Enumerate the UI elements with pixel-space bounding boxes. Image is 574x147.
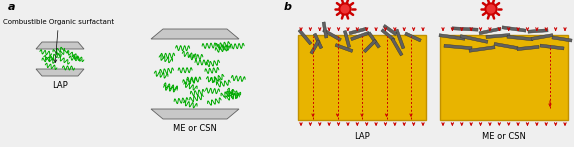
Polygon shape (507, 35, 533, 41)
Polygon shape (335, 44, 353, 52)
Polygon shape (381, 29, 395, 41)
Polygon shape (151, 109, 239, 119)
Polygon shape (528, 29, 548, 33)
Polygon shape (323, 29, 342, 41)
Polygon shape (405, 32, 421, 42)
Circle shape (341, 5, 349, 13)
Text: ME or CSN: ME or CSN (173, 124, 217, 133)
Text: LAP: LAP (354, 132, 370, 141)
Polygon shape (36, 42, 84, 49)
Polygon shape (494, 42, 518, 50)
Polygon shape (349, 27, 367, 35)
Polygon shape (531, 34, 553, 40)
Polygon shape (479, 27, 501, 35)
Polygon shape (367, 32, 381, 48)
Polygon shape (151, 29, 239, 39)
Text: Combustible Organic surfactant: Combustible Organic surfactant (3, 19, 114, 62)
Polygon shape (395, 29, 405, 49)
Polygon shape (36, 69, 84, 76)
Polygon shape (486, 34, 510, 39)
Polygon shape (313, 33, 323, 49)
Polygon shape (469, 46, 495, 52)
Bar (298, 35, 426, 120)
Polygon shape (452, 27, 478, 31)
Polygon shape (383, 24, 397, 36)
Circle shape (339, 3, 351, 15)
Polygon shape (310, 40, 320, 54)
Polygon shape (460, 35, 488, 43)
Circle shape (485, 3, 497, 15)
Polygon shape (298, 29, 312, 45)
Polygon shape (439, 34, 465, 40)
Polygon shape (351, 31, 370, 41)
Polygon shape (540, 44, 564, 50)
Text: a: a (8, 2, 15, 12)
Text: LAP: LAP (52, 81, 68, 90)
Polygon shape (391, 38, 403, 56)
Text: b: b (284, 2, 292, 12)
Polygon shape (502, 26, 526, 32)
Circle shape (487, 5, 495, 13)
Bar (440, 35, 568, 120)
Polygon shape (363, 39, 377, 53)
Polygon shape (343, 30, 351, 48)
Polygon shape (517, 45, 539, 51)
Text: ME or CSN: ME or CSN (482, 132, 526, 141)
Polygon shape (552, 36, 572, 42)
Polygon shape (322, 22, 328, 38)
Polygon shape (444, 44, 472, 50)
